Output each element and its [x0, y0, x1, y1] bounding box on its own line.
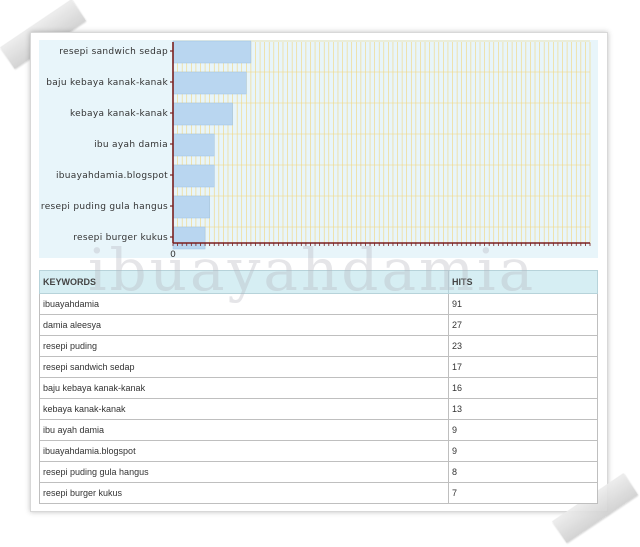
hits-cell: 9 — [448, 419, 598, 441]
table-header-row: KEYWORDS HITS — [39, 270, 598, 294]
keyword-cell: ibuayahdamia.blogspot — [39, 440, 449, 462]
hits-cell: 27 — [448, 314, 598, 336]
hits-cell: 8 — [448, 461, 598, 483]
bar-2 — [172, 71, 247, 95]
bar-6 — [172, 195, 210, 219]
table-row: ibuayahdamia.blogspot 9 — [39, 440, 598, 462]
table-row: ibu ayah damia 9 — [39, 419, 598, 441]
hits-cell: 16 — [448, 377, 598, 399]
keywords-table: KEYWORDS HITS ibuayahdamia 91 damia aleesy… — [39, 270, 598, 504]
keyword-cell: ibu ayah damia — [39, 419, 449, 441]
keyword-cell: damia aleesya — [39, 314, 449, 336]
table-row: baju kebaya kanak-kanak 16 — [39, 377, 598, 399]
table-body: ibuayahdamia 91 damia aleesya 27 resepi pudi… — [39, 293, 598, 504]
header-hits: HITS — [448, 270, 598, 294]
keyword-bar-chart: resepi sandwich sedap baju kebaya kanak-k… — [39, 40, 598, 258]
keyword-cell: baju kebaya kanak-kanak — [39, 377, 449, 399]
hits-cell: 17 — [448, 356, 598, 378]
hits-cell: 23 — [448, 335, 598, 357]
table-row: resepi puding gula hangus 8 — [39, 461, 598, 483]
hits-cell: 13 — [448, 398, 598, 420]
table-row: resepi puding 23 — [39, 335, 598, 357]
category-label: baju kebaya kanak-kanak — [46, 78, 168, 88]
keywords-table-container: KEYWORDS HITS ibuayahdamia 91 damia aleesy… — [39, 270, 598, 504]
bar-4 — [172, 133, 215, 157]
chart-canvas: resepi sandwich sedap baju kebaya kanak-k… — [41, 40, 591, 258]
table-row: damia aleesya 27 — [39, 314, 598, 336]
category-label: resepi burger kukus — [73, 233, 168, 243]
keyword-cell: resepi sandwich sedap — [39, 356, 449, 378]
bar-3 — [172, 102, 233, 126]
header-keywords: KEYWORDS — [39, 270, 449, 294]
chart-bars — [172, 40, 252, 250]
chart-grid — [173, 40, 591, 243]
hits-cell: 9 — [448, 440, 598, 462]
table-row: ibuayahdamia 91 — [39, 293, 598, 315]
hits-cell: 7 — [448, 482, 598, 504]
chart-category-labels: resepi sandwich sedap baju kebaya kanak-k… — [41, 47, 168, 243]
category-label: resepi puding gula hangus — [41, 202, 168, 212]
hits-cell: 91 — [448, 293, 598, 315]
category-label: resepi sandwich sedap — [59, 47, 168, 57]
bar-1 — [172, 40, 252, 64]
keyword-cell: resepi burger kukus — [39, 482, 449, 504]
table-row: resepi burger kukus 7 — [39, 482, 598, 504]
keyword-cell: kebaya kanak-kanak — [39, 398, 449, 420]
keyword-cell: resepi puding — [39, 335, 449, 357]
bar-5 — [172, 164, 215, 188]
chart-axes: 0 — [170, 42, 591, 258]
category-label: ibu ayah damia — [94, 140, 168, 150]
table-row: kebaya kanak-kanak 13 — [39, 398, 598, 420]
x-tick-label: 0 — [170, 250, 176, 258]
category-label: ibuayahdamia.blogspot — [56, 171, 168, 181]
category-label: kebaya kanak-kanak — [70, 109, 168, 119]
keyword-cell: ibuayahdamia — [39, 293, 449, 315]
keyword-cell: resepi puding gula hangus — [39, 461, 449, 483]
table-row: resepi sandwich sedap 17 — [39, 356, 598, 378]
